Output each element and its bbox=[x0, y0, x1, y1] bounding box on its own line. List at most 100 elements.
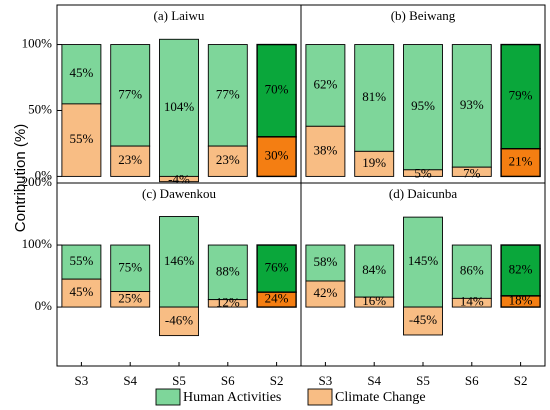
bar-label-climate: -46% bbox=[165, 312, 193, 327]
bar-label-climate: 16% bbox=[362, 293, 386, 308]
bar-climate-change bbox=[110, 145, 151, 177]
bar-human-activities bbox=[256, 43, 297, 138]
bar-climate-change bbox=[354, 150, 395, 177]
legend-swatch bbox=[155, 388, 181, 406]
x-tick-label: S5 bbox=[416, 373, 430, 388]
bar-label-human: 55% bbox=[69, 253, 93, 268]
bar-label-climate: 23% bbox=[216, 152, 240, 167]
bar-label-human: 95% bbox=[411, 98, 435, 113]
bar-climate-change bbox=[207, 299, 248, 308]
bar-label-human: 145% bbox=[408, 253, 439, 268]
bar-label-human: 104% bbox=[164, 99, 195, 114]
bar-climate-change bbox=[159, 306, 199, 337]
bar-label-climate: 42% bbox=[313, 285, 337, 300]
bar-label-climate: 24% bbox=[265, 291, 289, 306]
bar-climate-change bbox=[354, 296, 395, 308]
bar-label-climate: 21% bbox=[509, 154, 533, 169]
x-tick-label: S4 bbox=[367, 373, 381, 388]
bar-label-climate: 14% bbox=[460, 294, 484, 309]
bar-climate-change bbox=[207, 145, 248, 177]
legend: Human Activities Climate Change bbox=[155, 388, 426, 406]
bar-label-climate: 25% bbox=[118, 290, 142, 305]
bar-label-human: 82% bbox=[509, 261, 533, 276]
bar-label-human: 88% bbox=[216, 263, 240, 278]
bar-climate-change bbox=[110, 291, 151, 308]
x-tick-label: S2 bbox=[270, 373, 284, 388]
panel-title: (c) Dawenkou bbox=[142, 186, 216, 201]
bar-human-activities bbox=[207, 44, 248, 147]
bar-label-climate: 18% bbox=[509, 292, 533, 307]
bar-label-human: 75% bbox=[118, 259, 142, 274]
y-tick-label: 50% bbox=[28, 101, 52, 116]
bar-human-activities bbox=[159, 38, 199, 177]
bar-label-human: 58% bbox=[313, 254, 337, 269]
bar-label-climate: 30% bbox=[265, 148, 289, 163]
bar-climate-change bbox=[500, 295, 541, 308]
bar-label-human: 77% bbox=[216, 86, 240, 101]
panel-title: (b) Beiwang bbox=[391, 8, 456, 23]
legend-label: Climate Change bbox=[335, 390, 426, 405]
bar-label-climate: 23% bbox=[118, 152, 142, 167]
y-tick-label: 0% bbox=[35, 298, 53, 313]
bar-human-activities bbox=[207, 244, 248, 301]
bar-label-human: 81% bbox=[362, 89, 386, 104]
bar-climate-change bbox=[256, 136, 297, 178]
bar-climate-change bbox=[256, 291, 297, 308]
bar-human-activities bbox=[451, 244, 492, 299]
x-tick-label: S3 bbox=[75, 373, 89, 388]
legend-swatch bbox=[307, 388, 333, 406]
y-tick-label: 200% bbox=[22, 174, 53, 189]
bar-label-human: 70% bbox=[265, 82, 289, 97]
bar-label-human: 79% bbox=[509, 88, 533, 103]
bar-climate-change bbox=[403, 169, 443, 177]
bar-label-climate: 12% bbox=[216, 294, 240, 309]
y-tick-label: 0% bbox=[35, 167, 53, 182]
bar-climate-change bbox=[61, 103, 102, 177]
x-tick-label: S6 bbox=[221, 373, 235, 388]
bar-label-human: 45% bbox=[69, 65, 93, 80]
bar-human-activities bbox=[256, 244, 297, 293]
bar-human-activities bbox=[110, 44, 151, 147]
bar-climate-change bbox=[403, 306, 443, 336]
bar-label-human: 77% bbox=[118, 86, 142, 101]
bar-label-human: 62% bbox=[313, 76, 337, 91]
bar-label-human: 146% bbox=[164, 253, 195, 268]
bar-climate-change bbox=[451, 166, 492, 177]
bar-label-human: 76% bbox=[265, 260, 289, 275]
bar-label-climate: 45% bbox=[69, 284, 93, 299]
bar-climate-change bbox=[61, 278, 102, 308]
bar-climate-change bbox=[451, 297, 492, 308]
bar-label-climate: 55% bbox=[69, 131, 93, 146]
panel-title: (a) Laiwu bbox=[154, 8, 205, 23]
bar-label-human: 84% bbox=[362, 262, 386, 277]
bar-label-climate: 38% bbox=[313, 142, 337, 157]
bar-human-activities bbox=[500, 244, 541, 297]
x-tick-label: S4 bbox=[123, 373, 137, 388]
bar-human-activities bbox=[451, 44, 492, 168]
x-tick-label: S3 bbox=[319, 373, 333, 388]
x-tick-label: S5 bbox=[172, 373, 186, 388]
bar-human-activities bbox=[61, 244, 102, 280]
bar-climate-change bbox=[500, 148, 541, 178]
bar-human-activities bbox=[159, 216, 199, 308]
bar-label-climate: -45% bbox=[409, 312, 437, 327]
x-tick-label: S6 bbox=[465, 373, 479, 388]
bar-label-human: 86% bbox=[460, 263, 484, 278]
bar-human-activities bbox=[403, 216, 443, 308]
bar-human-activities bbox=[61, 44, 102, 105]
x-tick-label: S2 bbox=[514, 373, 528, 388]
y-tick-label: 100% bbox=[22, 36, 53, 51]
bar-label-human: 93% bbox=[460, 97, 484, 112]
bar-climate-change bbox=[159, 175, 199, 183]
plot-area: 0% 50% 100% 0% 100% 200% (a) Laiwu 45% 55% 77% 23%… bbox=[22, 4, 546, 388]
bar-label-climate: 7% bbox=[463, 165, 481, 180]
bar-climate-change bbox=[305, 280, 346, 308]
y-tick-label: 100% bbox=[22, 236, 53, 251]
bar-human-activities bbox=[305, 44, 346, 127]
bar-label-climate: 19% bbox=[362, 155, 386, 170]
panel-title: (d) Daicunba bbox=[389, 186, 457, 201]
bar-climate-change bbox=[305, 125, 346, 177]
bar-label-climate: 5% bbox=[414, 165, 432, 180]
legend-label: Human Activities bbox=[183, 390, 281, 405]
